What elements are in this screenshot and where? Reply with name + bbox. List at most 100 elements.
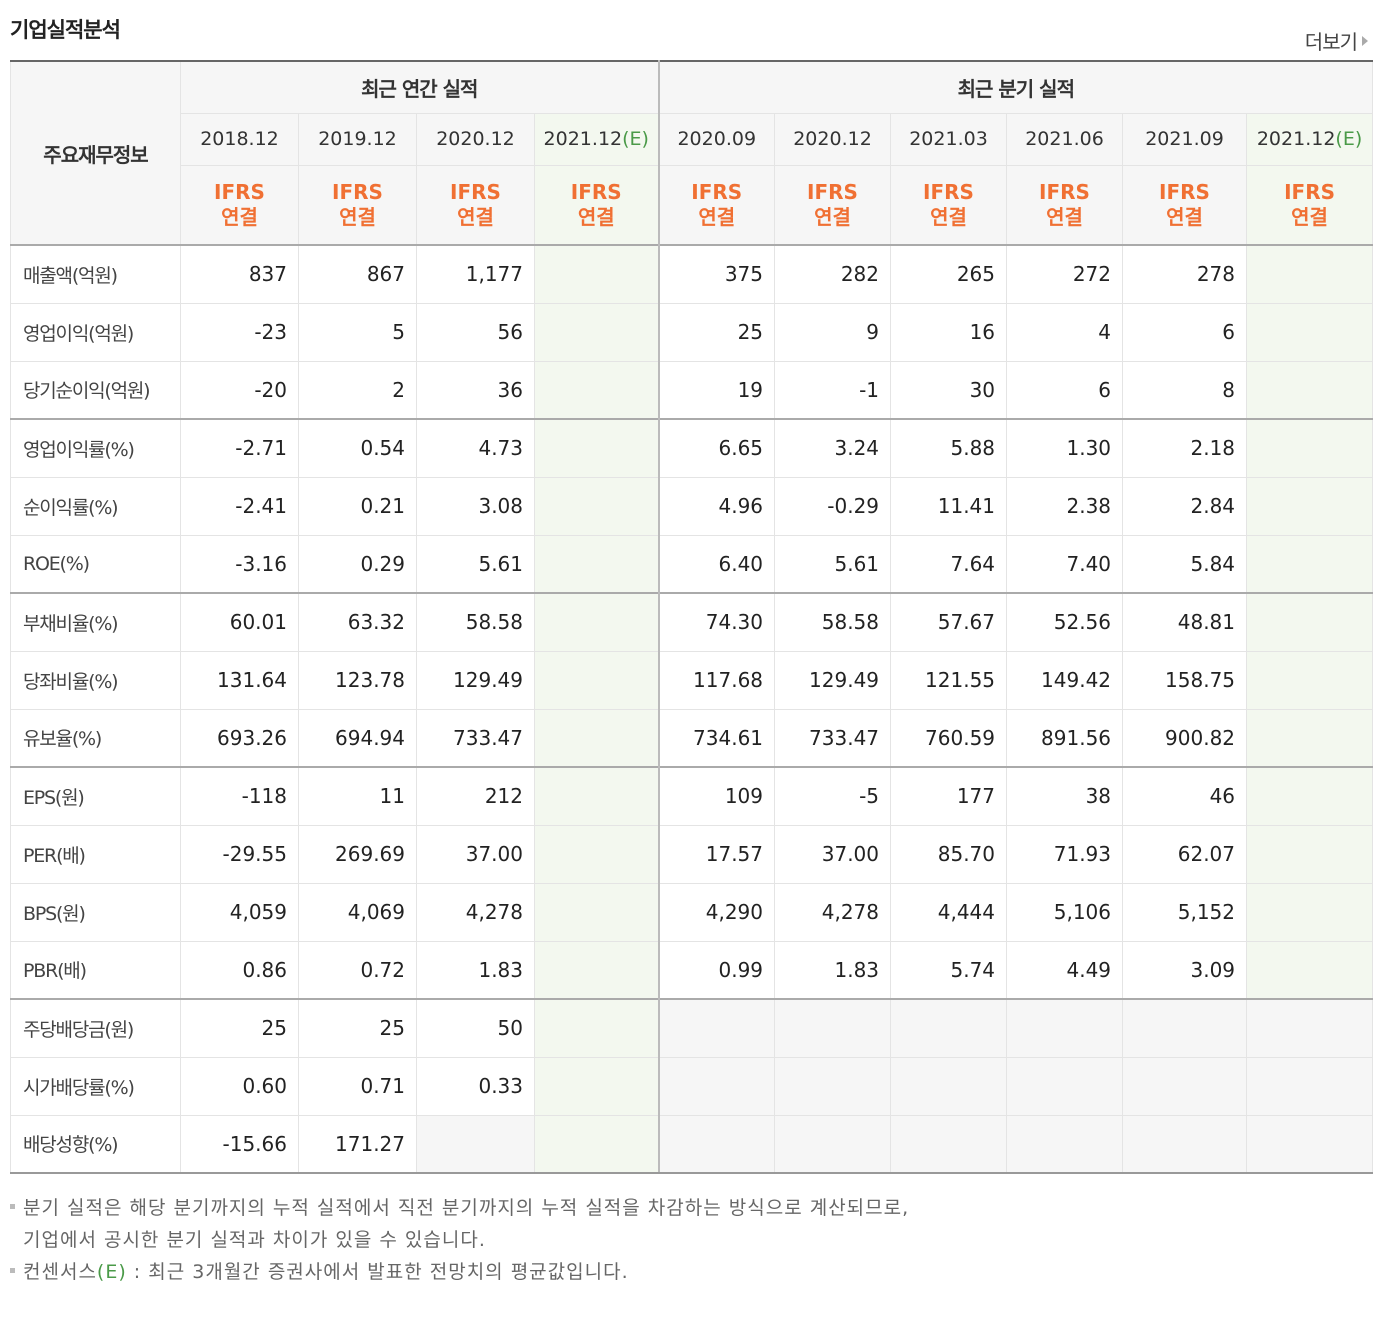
row-label: ROE(%) (10, 534, 181, 594)
table-row: 당기순이익(억원) -20 2 36 19 -1 30 6 8 (10, 360, 1374, 420)
value-cell (1246, 824, 1374, 884)
value-cell: 5.61 (774, 534, 892, 594)
value-cell: 158.75 (1122, 650, 1248, 710)
value-cell: -5 (774, 766, 892, 826)
value-cell: 733.47 (774, 708, 892, 768)
value-cell (890, 1056, 1008, 1116)
value-cell: -1 (774, 360, 892, 420)
basis-header: IFRS 연결 (298, 164, 417, 246)
value-cell (1122, 998, 1248, 1058)
value-cell: 16 (890, 302, 1008, 362)
value-cell (1006, 998, 1124, 1058)
value-cell (1246, 882, 1374, 942)
basis-header: IFRS 연결 (890, 164, 1008, 246)
value-cell: 25 (298, 998, 417, 1058)
value-cell: 5.74 (890, 940, 1008, 1000)
value-cell: 11 (298, 766, 417, 826)
value-cell: -15.66 (180, 1114, 299, 1174)
value-cell: 891.56 (1006, 708, 1124, 768)
table-row: ROE(%) -3.16 0.29 5.61 6.40 5.61 7.64 7.40 5.84 (10, 534, 1374, 594)
more-link-label: 더보기 (1304, 30, 1358, 54)
value-cell (1006, 1056, 1124, 1116)
row-label: 당기순이익(억원) (10, 360, 181, 420)
value-cell: 5.61 (416, 534, 535, 594)
value-cell: 1.83 (416, 940, 535, 1000)
value-cell (533, 534, 660, 594)
row-label: 부채비율(%) (10, 592, 181, 652)
value-cell (774, 1056, 892, 1116)
value-cell: 46 (1122, 766, 1248, 826)
value-cell: 50 (416, 998, 535, 1058)
value-cell (533, 592, 660, 652)
value-cell: 57.67 (890, 592, 1008, 652)
footnotes: 분기 실적은 해당 분기까지의 누적 실적에서 직전 분기까지의 누적 실적을 … (10, 1192, 909, 1288)
chevron-right-icon (1362, 36, 1368, 46)
value-cell: -20 (180, 360, 299, 420)
value-cell: 131.64 (180, 650, 299, 710)
value-cell: 60.01 (180, 592, 299, 652)
value-cell: 171.27 (298, 1114, 417, 1174)
value-cell: 693.26 (180, 708, 299, 768)
value-cell: 4,278 (416, 882, 535, 942)
value-cell: 4.49 (1006, 940, 1124, 1000)
estimate-mark: (E) (622, 128, 649, 150)
period-header: 2021.12(E) (1246, 112, 1374, 166)
value-cell: 6 (1122, 302, 1248, 362)
value-cell: 0.71 (298, 1056, 417, 1116)
value-cell: -2.71 (180, 418, 299, 478)
value-cell: -29.55 (180, 824, 299, 884)
value-cell: 58.58 (774, 592, 892, 652)
value-cell: 8 (1122, 360, 1248, 420)
value-cell (533, 882, 660, 942)
value-cell: 123.78 (298, 650, 417, 710)
row-label: PBR(배) (10, 940, 181, 1000)
row-label: 시가배당률(%) (10, 1056, 181, 1116)
value-cell: 694.94 (298, 708, 417, 768)
value-cell: 5 (298, 302, 417, 362)
value-cell: 1.83 (774, 940, 892, 1000)
more-link[interactable]: 더보기 (1305, 26, 1368, 55)
value-cell: 85.70 (890, 824, 1008, 884)
value-cell (533, 418, 660, 478)
table-row: 유보율(%) 693.26 694.94 733.47 734.61 733.47 760.… (10, 708, 1374, 768)
value-cell: -2.41 (180, 476, 299, 536)
value-cell: 272 (1006, 244, 1124, 304)
value-cell (416, 1114, 535, 1174)
section-title: 기업실적분석 (10, 18, 121, 42)
value-cell: 7.64 (890, 534, 1008, 594)
value-cell (533, 650, 660, 710)
value-cell (1246, 360, 1374, 420)
table-row: PER(배) -29.55 269.69 37.00 17.57 37.00 85.70 71… (10, 824, 1374, 884)
group-header-quarter: 최근 분기 실적 (657, 60, 1374, 114)
value-cell (533, 360, 660, 420)
row-label: 배당성향(%) (10, 1114, 181, 1174)
value-cell: 7.40 (1006, 534, 1124, 594)
row-label: 매출액(억원) (10, 244, 181, 304)
period-header: 2020.09 (657, 112, 776, 166)
value-cell: 4,059 (180, 882, 299, 942)
value-cell (1246, 940, 1374, 1000)
value-cell: 6 (1006, 360, 1124, 420)
table-row: BPS(원) 4,059 4,069 4,278 4,290 4,278 4,444 5,10… (10, 882, 1374, 942)
financial-table: 주요재무정보 최근 연간 실적 최근 분기 실적 2018.12 2019.12 2… (10, 60, 1374, 1174)
period-header: 2020.12 (774, 112, 892, 166)
value-cell (1246, 998, 1374, 1058)
value-cell (533, 302, 660, 362)
row-label: 유보율(%) (10, 708, 181, 768)
value-cell: 5.84 (1122, 534, 1248, 594)
value-cell (1122, 1114, 1248, 1174)
value-cell: 74.30 (657, 592, 776, 652)
value-cell (533, 476, 660, 536)
table-row: 당좌비율(%) 131.64 123.78 129.49 117.68 129.49 121… (10, 650, 1374, 710)
table-row: 매출액(억원) 837 867 1,177 375 282 265 272 278 (10, 244, 1374, 304)
value-cell: 109 (657, 766, 776, 826)
value-cell (1246, 708, 1374, 768)
row-label: BPS(원) (10, 882, 181, 942)
table-row: 배당성향(%) -15.66 171.27 (10, 1114, 1374, 1174)
table-row: 부채비율(%) 60.01 63.32 58.58 74.30 58.58 57.67 52.… (10, 592, 1374, 652)
note-line-2: 기업에서 공시한 분기 실적과 차이가 있을 수 있습니다. (23, 1229, 486, 1251)
value-cell: 177 (890, 766, 1008, 826)
value-cell: 278 (1122, 244, 1248, 304)
value-cell (533, 998, 660, 1058)
basis-header: IFRS 연결 (1122, 164, 1248, 246)
